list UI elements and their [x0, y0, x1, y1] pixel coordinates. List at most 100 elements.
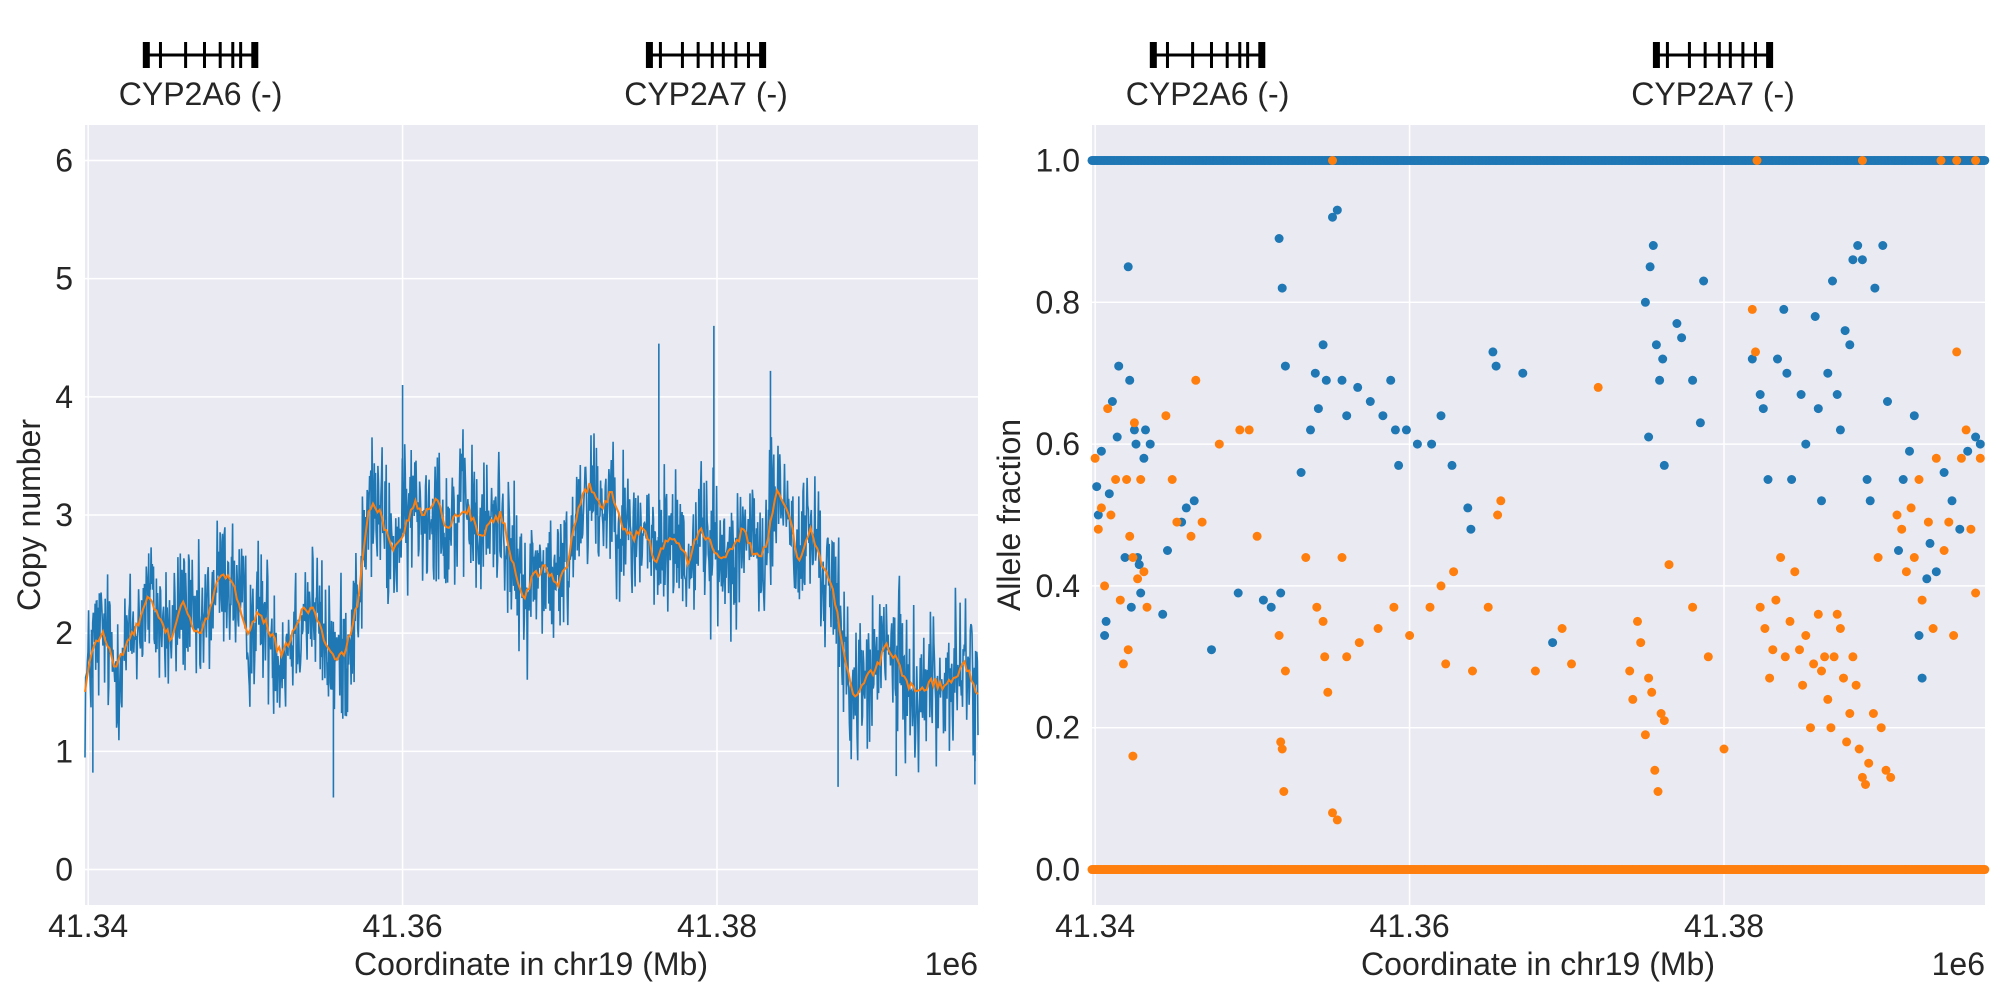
gene-exon [680, 42, 684, 68]
data-point [1625, 666, 1635, 676]
data-point [1181, 503, 1191, 513]
data-point [1966, 524, 1976, 534]
data-point [1963, 446, 1973, 456]
data-point [1463, 503, 1473, 513]
data-point [1655, 375, 1665, 385]
data-point [1172, 517, 1182, 527]
data-point [1952, 347, 1962, 357]
data-point [1853, 241, 1863, 250]
data-point [1944, 517, 1954, 527]
data-point [1125, 375, 1135, 385]
data-point [1892, 510, 1902, 520]
gene-exon [1728, 42, 1732, 68]
data-point [1111, 475, 1121, 484]
data-point [1755, 602, 1765, 612]
gene-exon [1665, 42, 1669, 68]
data-point [1677, 333, 1687, 343]
data-point [1820, 652, 1830, 662]
data-point [1768, 645, 1778, 655]
gene-exon [202, 42, 206, 68]
plot-area-allele-fraction [1092, 125, 1985, 905]
data-point [1765, 673, 1775, 683]
data-point [1870, 283, 1880, 293]
data-point [1276, 588, 1286, 598]
data-point [1923, 517, 1933, 527]
data-point [1142, 602, 1152, 612]
series-points [1087, 155, 1990, 683]
data-point [1133, 574, 1143, 584]
y-tick-label: 0.2 [1036, 710, 1080, 746]
data-point [1719, 744, 1729, 754]
data-point [1842, 737, 1852, 747]
data-point [1790, 567, 1800, 577]
x-offset-label-copy-number: 1e6 [925, 946, 978, 982]
data-point [1332, 205, 1342, 215]
data-point [1760, 624, 1770, 633]
data-point [1096, 503, 1106, 513]
data-point [1914, 475, 1924, 484]
data-point [1645, 262, 1655, 272]
data-point [1835, 425, 1845, 435]
data-point [1136, 588, 1146, 598]
gene-exon [158, 42, 162, 68]
data-point [1628, 694, 1638, 704]
data-point [1633, 616, 1642, 626]
data-point [1801, 631, 1811, 640]
data-point [1956, 453, 1966, 463]
data-point [1658, 354, 1668, 364]
data-point [1100, 581, 1110, 591]
data-point [1353, 382, 1363, 392]
data-point [1139, 453, 1149, 463]
data-point [1975, 439, 1985, 449]
data-point [1279, 787, 1289, 796]
data-point [1258, 595, 1268, 605]
y-tick-label: 1.0 [1036, 142, 1080, 178]
y-ticks-copy-number: 0 1 2 3 4 5 6 [55, 142, 73, 887]
data-point [1567, 659, 1576, 669]
gene-exon [1165, 42, 1169, 68]
data-point [1342, 411, 1352, 421]
data-point [1839, 673, 1848, 683]
data-point [1386, 375, 1396, 385]
gene-track: CYP2A6 (-) [1126, 42, 1289, 112]
genes-copy-number: CYP2A6 (-) CYP2A7 (-) [119, 42, 788, 112]
y-tick-label: 6 [55, 142, 73, 178]
data-point [1548, 638, 1558, 648]
data-point [1332, 815, 1342, 825]
data-point [1120, 553, 1130, 562]
gene-exon [710, 42, 714, 68]
data-point [1092, 482, 1102, 492]
x-tick-label: 41.34 [1055, 908, 1135, 944]
gene-exon [1258, 42, 1266, 68]
data-point [1901, 567, 1911, 577]
data-point [1647, 687, 1657, 697]
data-point [1876, 723, 1886, 733]
data-point [1975, 453, 1985, 463]
data-point [1905, 446, 1914, 456]
data-point [1857, 772, 1867, 782]
data-point [1328, 212, 1337, 222]
gene-exon [239, 42, 243, 68]
x-axis-label-allele-fraction: Coordinate in chr19 (Mb) [1361, 946, 1715, 982]
x-axis-label-copy-number: Coordinate in chr19 (Mb) [354, 946, 708, 982]
data-point [1699, 276, 1709, 286]
gene-exon [1703, 42, 1707, 68]
data-point [1909, 411, 1919, 421]
data-point [1280, 666, 1290, 676]
data-point [1801, 439, 1811, 449]
data-point [1776, 553, 1786, 562]
data-point [1280, 361, 1290, 371]
data-point [1925, 538, 1935, 548]
data-point [1773, 354, 1782, 364]
data-point [1864, 758, 1874, 768]
data-point [1644, 432, 1654, 442]
data-point [1373, 624, 1383, 633]
y-tick-label: 4 [55, 379, 73, 415]
data-point [1131, 439, 1141, 449]
data-point [1337, 553, 1347, 562]
data-point [1936, 156, 1946, 165]
data-point [1695, 418, 1705, 428]
data-point [1832, 390, 1842, 399]
data-point [1401, 425, 1411, 435]
gene-exon [1741, 42, 1745, 68]
